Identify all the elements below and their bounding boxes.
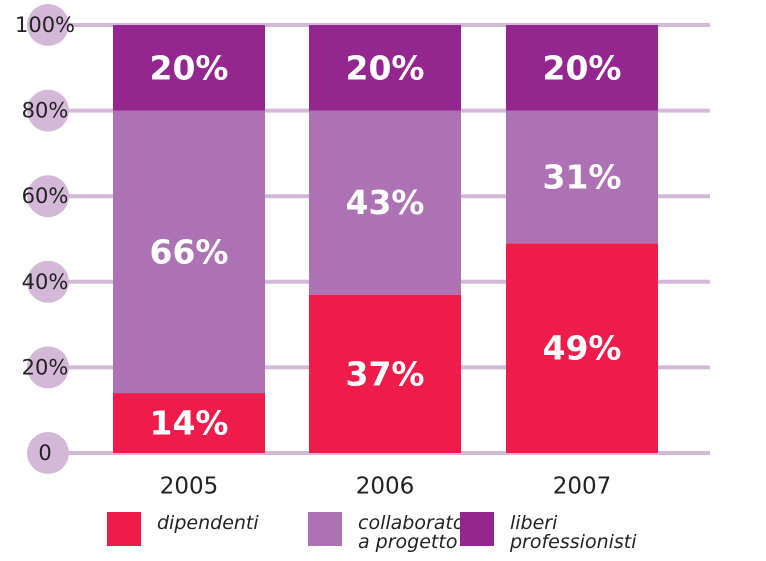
data-label: 20%	[543, 48, 622, 87]
legend-swatch	[308, 512, 342, 546]
legend-swatch	[107, 512, 141, 546]
bar-segment	[309, 110, 461, 295]
y-tick-label: 60%	[22, 184, 69, 208]
data-label: 20%	[150, 48, 229, 87]
data-label: 20%	[346, 48, 425, 87]
x-tick-label: 2005	[160, 474, 219, 500]
y-tick-label: 0	[38, 441, 51, 465]
legend-label: dipendenti	[157, 512, 259, 534]
legend-label: collaboratori a progetto	[358, 512, 478, 553]
tick-badge	[27, 89, 69, 132]
bar-segment	[113, 110, 265, 394]
tick-badge	[27, 175, 69, 218]
data-label: 66%	[150, 232, 229, 271]
x-tick-label: 2007	[553, 474, 612, 500]
x-tick-label: 2006	[356, 474, 415, 500]
data-label: 43%	[346, 183, 425, 222]
y-tick-label: 80%	[22, 99, 69, 123]
legend-item: collaboratori a progetto	[308, 512, 478, 553]
bar-segment	[506, 243, 658, 453]
bar-segment	[309, 294, 461, 453]
tick-badge	[27, 4, 69, 46]
tick-badge	[27, 346, 69, 389]
data-label: 14%	[150, 404, 229, 443]
data-label: 37%	[346, 354, 425, 393]
legend-item: liberi professionisti	[460, 512, 660, 552]
y-tick-label: 40%	[22, 270, 69, 294]
bar-segment	[506, 25, 658, 111]
tick-badge	[27, 260, 69, 303]
bar-segment	[113, 25, 265, 111]
bar-segment	[506, 110, 658, 244]
legend-swatch	[460, 512, 494, 546]
bar-segment	[113, 393, 265, 453]
legend-label: liberi professionisti	[510, 512, 637, 553]
y-tick-label: 100%	[15, 13, 75, 37]
data-label: 49%	[543, 329, 622, 368]
data-label: 31%	[543, 157, 622, 196]
y-tick-label: 20%	[22, 355, 69, 379]
legend-item: dipendenti	[107, 512, 287, 546]
bar-segment	[309, 25, 461, 111]
tick-badge	[27, 432, 69, 474]
